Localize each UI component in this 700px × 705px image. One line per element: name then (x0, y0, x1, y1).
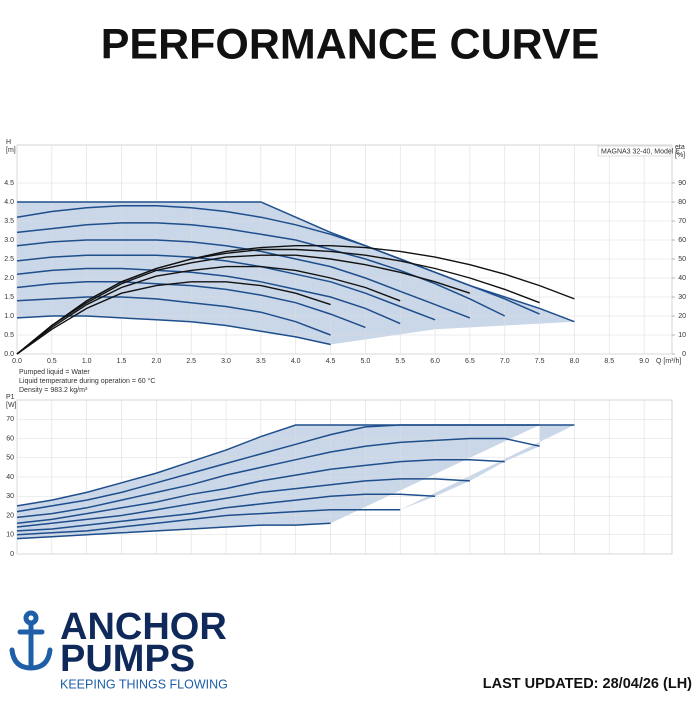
efficiency-curve (16, 281, 331, 355)
page-title: PERFORMANCE CURVE (101, 20, 600, 68)
x-tick-label: 6.0 (430, 358, 440, 365)
y2-tick-label: 0 (682, 351, 686, 358)
y2-tick-label: 20 (678, 313, 686, 320)
x-tick-label: 9.0 (639, 358, 649, 365)
y-tick-label: 60 (6, 435, 14, 442)
x-tick-label: 0.0 (12, 358, 22, 365)
charts: 0.0 0.5 1.0 1.5 2.0 2.5 3.0 3.5 4.0 4.5 5.0 5.5 6.0 6… (4, 139, 686, 558)
y-tick-label: 10 (6, 532, 14, 539)
curve (16, 254, 436, 321)
efficiency-curve (16, 248, 540, 355)
x-tick-label: 4.0 (291, 358, 301, 365)
y-tick-label: 70 (6, 416, 14, 423)
y-tick-label: 4.0 (4, 199, 14, 206)
legend-box (597, 145, 671, 157)
x-tick-label: 7.5 (535, 358, 545, 365)
curve (16, 281, 366, 329)
y-axis-label: H (6, 139, 11, 146)
y2-tick-label: 90 (678, 180, 686, 187)
y-tick-label: 50 (6, 455, 14, 462)
y2-tick-label: 40 (678, 275, 686, 282)
y-tick-label: 20 (6, 512, 14, 519)
note: Pumped liquid = Water (19, 369, 90, 376)
y-tick-label: 0.0 (4, 351, 14, 358)
y2-axis-unit: [%] (675, 152, 685, 159)
y-tick-label: 40 (6, 474, 14, 481)
anchor-icon (9, 610, 53, 671)
y-tick-label: 3.0 (4, 237, 14, 244)
x-tick-label: 8.5 (604, 358, 614, 365)
y-axis-unit: [m] (6, 147, 16, 154)
curve (16, 239, 471, 319)
legend-text: MAGNA3 32-40, Model E (601, 148, 680, 155)
note: Density = 983.2 kg/m³ (19, 387, 88, 394)
x-tick-label: 3.0 (221, 358, 231, 365)
x-tick-label: 2.5 (186, 358, 196, 365)
logo: ANCHOR PUMPS KEEPING THINGS FLOWING (9, 606, 228, 691)
curve (16, 508, 401, 536)
y-tick-label: 2.0 (4, 275, 14, 282)
curve (16, 478, 470, 528)
curve (16, 493, 436, 532)
logo-line2: PUMPS (60, 638, 195, 680)
x-tick-label: 6.5 (465, 358, 475, 365)
y2-tick-label: 30 (678, 294, 686, 301)
curve (16, 458, 505, 524)
x-tick-label: 1.0 (82, 358, 92, 365)
x-tick-label: 1.5 (117, 358, 127, 365)
curve (16, 296, 331, 336)
curve (16, 205, 540, 315)
y-tick-label: 30 (6, 493, 14, 500)
y-tick-label: 0 (10, 551, 14, 558)
y2-tick-label: 50 (678, 256, 686, 263)
y2-tick-label: 80 (678, 199, 686, 206)
y-tick-label: 3.5 (4, 218, 14, 225)
y2-tick-label: 60 (678, 237, 686, 244)
x-tick-label: 3.5 (256, 358, 266, 365)
logo-tagline: KEEPING THINGS FLOWING (60, 677, 228, 691)
x-axis-label: Q [m³/h] (656, 358, 681, 365)
y2-tick-label: 70 (678, 218, 686, 225)
curve (16, 267, 401, 325)
efficiency-curve (16, 254, 471, 355)
y-tick-label: 1.5 (4, 294, 14, 301)
y-axis-label: P1 (6, 394, 15, 401)
y-tick-label: 0.5 (4, 332, 14, 339)
x-tick-label: 4.5 (326, 358, 336, 365)
x-tick-label: 8.0 (570, 358, 580, 365)
x-tick-label: 7.0 (500, 358, 510, 365)
curve (16, 424, 540, 513)
y2-axis-label: eta (675, 144, 685, 151)
last-updated: LAST UPDATED: 28/04/26 (LH) (483, 676, 692, 692)
x-tick-label: 2.0 (151, 358, 161, 365)
logo-line1: ANCHOR (60, 606, 227, 648)
x-tick-label: 5.0 (361, 358, 371, 365)
y-tick-label: 2.5 (4, 256, 14, 263)
note: Liquid temperature during operation = 60… (19, 377, 155, 385)
x-tick-label: 0.5 (47, 358, 57, 365)
y-axis-unit: [W] (6, 402, 17, 409)
efficiency-curve (16, 265, 401, 355)
y-tick-label: 1.0 (4, 313, 14, 320)
curve (16, 522, 331, 540)
y-tick-label: 4.5 (4, 180, 14, 187)
y2-tick-label: 10 (678, 332, 686, 339)
x-tick-label: 5.5 (395, 358, 405, 365)
curve (16, 437, 540, 519)
